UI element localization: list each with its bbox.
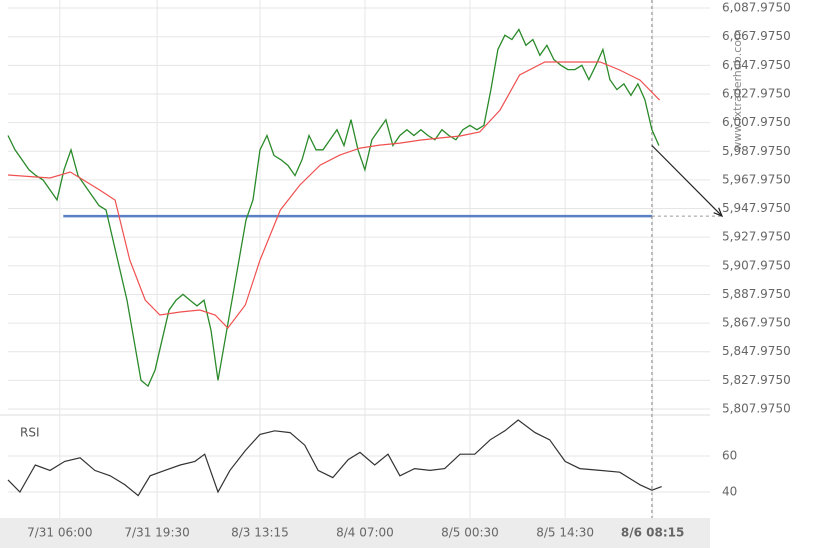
panel-title: RSI (20, 426, 40, 440)
x-tick-label: 8/3 13:15 (231, 526, 289, 540)
y-tick-label: 6,067.9750 (722, 29, 791, 43)
arrow-head (713, 207, 724, 218)
y-tick-label: 5,827.9750 (722, 373, 791, 387)
y-tick-label: 5,867.9750 (722, 316, 791, 330)
y-tick-label: 6,047.9750 (722, 58, 791, 72)
y-tick-label: 5,887.9750 (722, 287, 791, 301)
series-line (7, 28, 660, 388)
y-tick-label: 5,907.9750 (722, 258, 791, 272)
x-tick-label: 8/6 08:15 (621, 526, 684, 540)
y-tick-label: 5,847.9750 (722, 344, 791, 358)
x-tick-label: 7/31 06:00 (27, 526, 92, 540)
x-tick-label: 7/31 19:30 (124, 526, 189, 540)
y-tick-label: 5,987.9750 (722, 144, 791, 158)
y-tick-label: 6,007.9750 (722, 115, 791, 129)
x-tick-label: 8/4 07:00 (336, 526, 394, 540)
x-tick-label: 8/5 00:30 (441, 526, 499, 540)
y-tick-label: 6,027.9750 (722, 86, 791, 100)
y-tick-label: 5,807.9750 (722, 402, 791, 416)
y-tick-label: 60 (722, 448, 737, 462)
forecast-arrow (651, 145, 723, 217)
series-line (7, 419, 662, 497)
watermark: www.fxtraderhub.com (731, 29, 744, 150)
y-tick-label: 5,967.9750 (722, 172, 791, 186)
x-axis-band (0, 518, 710, 548)
series-line (7, 61, 661, 330)
y-tick-label: 40 (722, 485, 737, 499)
y-tick-label: 5,927.9750 (722, 230, 791, 244)
y-tick-label: 5,947.9750 (722, 201, 791, 215)
x-tick-label: 8/5 14:30 (536, 526, 594, 540)
y-tick-label: 6,087.9750 (722, 1, 791, 15)
